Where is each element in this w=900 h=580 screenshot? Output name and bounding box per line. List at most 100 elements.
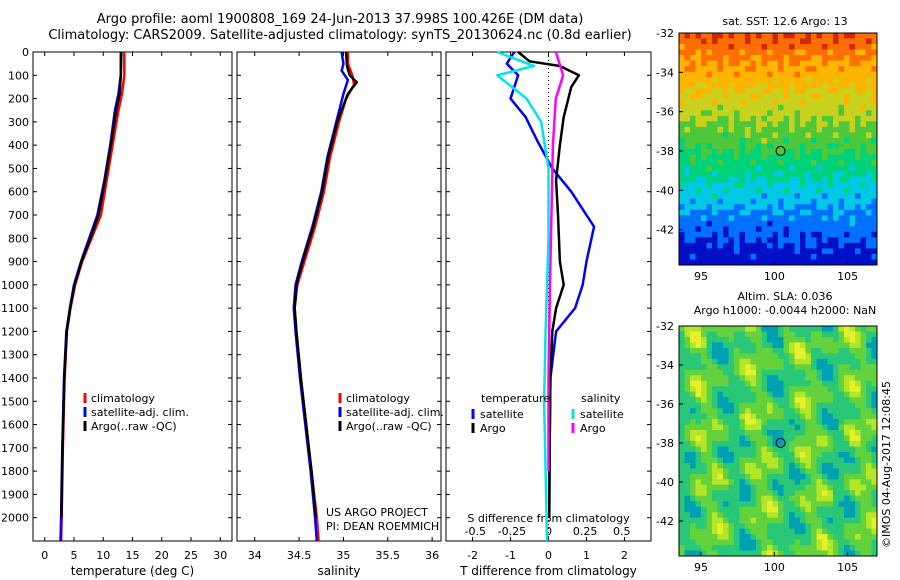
map-cell [712, 386, 718, 393]
map-cell [794, 523, 801, 530]
map-cell [860, 104, 867, 111]
map-cell [756, 171, 762, 178]
map-cell [827, 490, 834, 497]
map-cell [723, 523, 729, 530]
map-cell [761, 550, 768, 557]
map-cell [866, 82, 872, 89]
map-cell [833, 137, 839, 144]
map-cell [772, 413, 779, 420]
map-cell [701, 473, 707, 480]
map-cell [717, 66, 724, 73]
map-cell [822, 44, 828, 51]
map-cell [750, 326, 757, 332]
map-cell [712, 231, 718, 238]
map-cell [860, 160, 867, 167]
map-cell [750, 358, 757, 365]
map-cell [712, 171, 718, 178]
map-cell [745, 479, 751, 486]
map-cell [849, 143, 856, 150]
map-cell [734, 55, 740, 62]
map-cell [860, 495, 867, 502]
map-cell [849, 550, 856, 557]
map-cell [739, 501, 746, 508]
map-cell [767, 99, 773, 106]
y-tick-label: 1800 [1, 465, 29, 478]
y-tick-label: 600 [8, 186, 29, 199]
map-cell [767, 253, 773, 260]
map-cell [778, 60, 784, 67]
map-cell [712, 528, 718, 535]
map-cell [756, 82, 762, 89]
map-cell [712, 115, 718, 122]
map-cell [805, 33, 812, 40]
map-cell [855, 215, 861, 222]
map-cell [712, 253, 718, 260]
map-cell [866, 424, 872, 431]
map-cell [827, 353, 834, 360]
map-cell [723, 93, 729, 100]
map-cell [849, 484, 856, 491]
map-cell [789, 71, 795, 78]
map-cell [800, 110, 806, 117]
map-cell [789, 77, 795, 84]
map-cell [728, 336, 735, 343]
map-cell [838, 226, 845, 233]
map-cell [800, 534, 806, 541]
map-cell [761, 71, 768, 78]
map-cell [706, 176, 713, 183]
map-cell [684, 226, 691, 233]
map-cell [822, 523, 828, 530]
x-tick-label: -2 [467, 549, 478, 562]
map-cell [728, 441, 735, 447]
map-cell [684, 495, 691, 502]
map-cell [690, 391, 696, 398]
map-cell [701, 457, 707, 464]
map-cell [789, 209, 795, 216]
map-cell [844, 215, 850, 222]
map-cell [701, 380, 707, 387]
map-cell [745, 160, 751, 167]
map-cell [701, 441, 707, 447]
map-cell [772, 66, 779, 73]
map-cell [684, 528, 691, 535]
map-cell [783, 171, 790, 178]
map-cell [794, 462, 801, 469]
map-cell [816, 154, 823, 161]
map-cell [811, 242, 817, 249]
map-cell [739, 435, 746, 442]
pi-credit: PI: DEAN ROEMMICH [326, 520, 440, 533]
map-cell [706, 490, 713, 497]
map-cell [690, 259, 696, 266]
map-cell [849, 154, 856, 161]
x-tick-label: 36 [425, 549, 439, 562]
map-cell [739, 468, 746, 475]
map-cell [794, 231, 801, 238]
map-cell [739, 82, 746, 89]
map-cell [706, 187, 713, 194]
map-cell [745, 193, 751, 200]
map-cell [816, 66, 823, 73]
map-cell [723, 462, 729, 469]
map-cell [789, 336, 795, 343]
map-frame [678, 32, 878, 266]
map-cell [811, 66, 817, 73]
map-cell [745, 165, 751, 172]
map-cell [871, 528, 878, 535]
map-cell [767, 215, 773, 222]
map-cell [844, 375, 850, 382]
map-cell [712, 462, 718, 469]
map-cell [745, 99, 751, 106]
map-cell [860, 413, 867, 420]
map-cell [800, 484, 806, 491]
map-cell [717, 220, 724, 227]
map-cell [855, 193, 861, 200]
legend-label: satellite-adj. clim. [91, 406, 189, 419]
map-cell [761, 33, 768, 40]
map-cell [789, 441, 795, 447]
map-cell [701, 198, 707, 205]
map-cell [761, 539, 768, 546]
map-cell [849, 110, 856, 117]
map-cell [756, 154, 762, 161]
map-cell [695, 506, 702, 513]
map-cell [712, 468, 718, 475]
